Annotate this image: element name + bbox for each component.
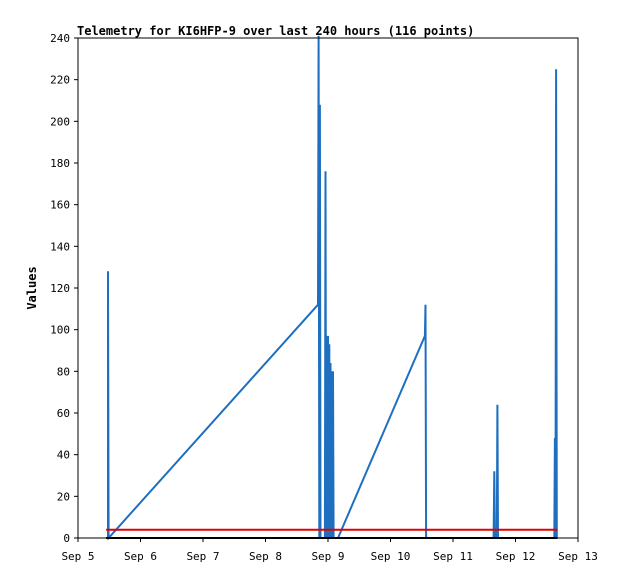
y-tick-label: 140: [50, 240, 70, 253]
x-tick-label: Sep 6: [124, 550, 157, 563]
y-tick-label: 0: [63, 532, 70, 545]
x-tick-label: Sep 10: [371, 550, 411, 563]
chart-title: Telemetry for KI6HFP-9 over last 240 hou…: [77, 24, 474, 38]
y-tick-label: 180: [50, 157, 70, 170]
x-tick-label: Sep 9: [311, 550, 344, 563]
x-axis: Sep 5 Sep 6 Sep 7 Sep 8 Sep 9 Sep 10 Sep 11 Sep…: [61, 538, 598, 563]
y-tick-label: 160: [50, 199, 70, 212]
x-tick-label: Sep 5: [61, 550, 94, 563]
y-tick-label: 200: [50, 115, 70, 128]
y-tick-label: 220: [50, 74, 70, 87]
x-tick-label: Sep 7: [186, 550, 219, 563]
y-tick-label: 240: [50, 32, 70, 45]
y-tick-label: 40: [57, 449, 70, 462]
y-tick-label: 20: [57, 490, 70, 503]
series-line-1: [107, 35, 558, 541]
y-tick-label: 100: [50, 324, 70, 337]
x-tick-label: Sep 11: [433, 550, 473, 563]
x-tick-label: Sep 8: [249, 550, 282, 563]
y-tick-label: 80: [57, 365, 70, 378]
y-tick-label: 120: [50, 282, 70, 295]
y-axis: 0 20 40 60 80 100 120 140 160 180 200 220 240: [50, 32, 78, 545]
x-tick-label: Sep 12: [496, 550, 536, 563]
x-tick-label: Sep 13: [558, 550, 598, 563]
y-tick-label: 60: [57, 407, 70, 420]
series-layer: [106, 35, 558, 541]
y-axis-label: Values: [25, 266, 39, 309]
